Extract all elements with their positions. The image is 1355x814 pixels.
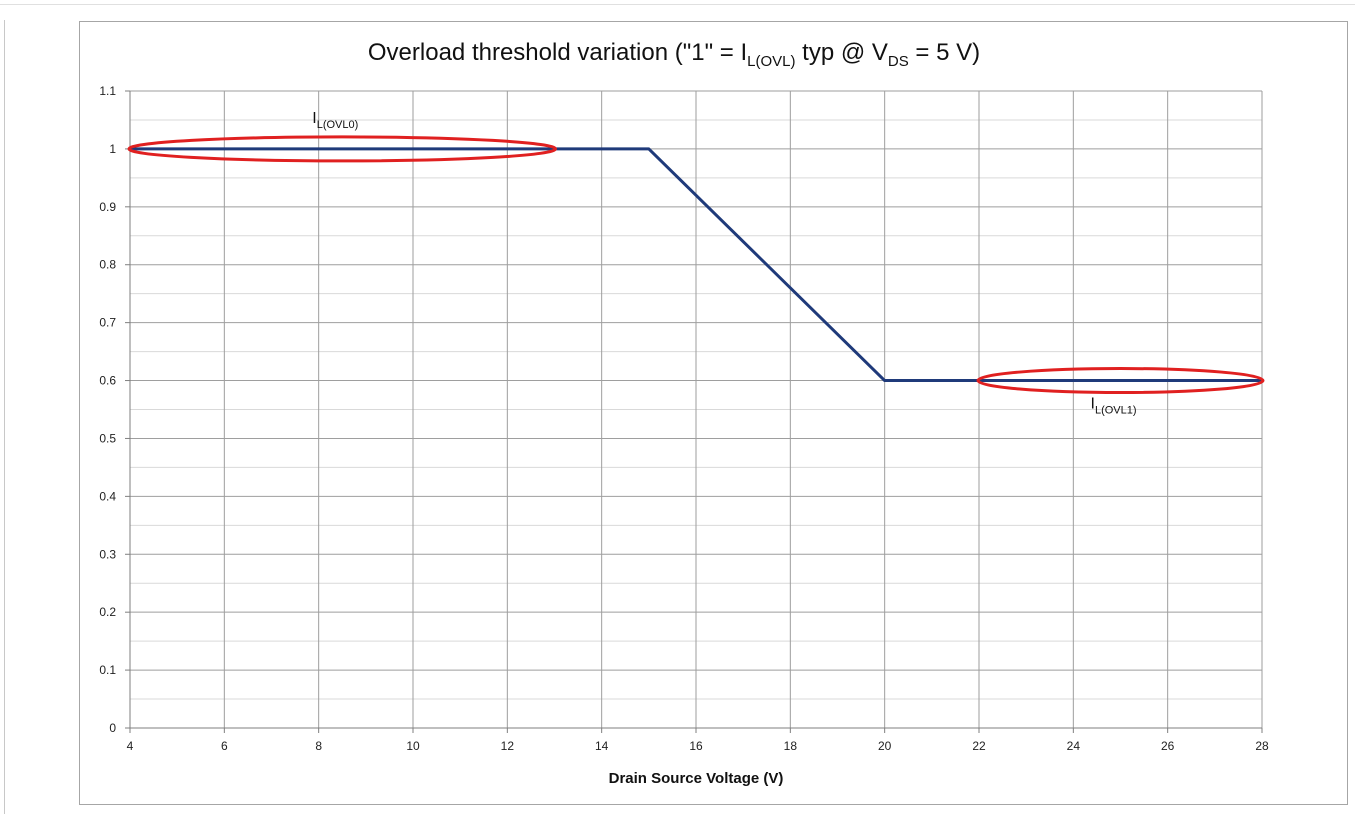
x-tick-label: 22 (972, 739, 986, 753)
y-tick-label: 0 (109, 721, 116, 735)
x-tick-label: 18 (784, 739, 798, 753)
annotation-label: IL(OVL0) (312, 110, 358, 131)
series-layer (130, 147, 1262, 383)
annotation-label-main: I (1091, 396, 1095, 413)
chart-title-subscript-1: L(OVL) (747, 53, 795, 70)
label-layer: 0 0.1 0.2 0.3 0.4 0.5 0.6 0.7 0.8 0.9 1 1.1 4 6 8 10 12 1… (99, 84, 1269, 753)
chart-title: Overload threshold variation ("1" = IL(O… (368, 39, 980, 70)
x-tick-label: 8 (315, 739, 322, 753)
x-tick-label: 20 (878, 739, 892, 753)
y-tick-label: 0.2 (99, 605, 116, 619)
y-tick-label: 0.1 (99, 663, 116, 677)
series-line (130, 147, 1262, 383)
annotation-label: IL(OVL1) (1091, 396, 1137, 417)
x-tick-label: 16 (689, 739, 703, 753)
x-tick-label: 12 (501, 739, 515, 753)
x-tick-label: 26 (1161, 739, 1175, 753)
page-left-rule (4, 20, 5, 814)
y-tick-label: 0.9 (99, 200, 116, 214)
y-tick-label: 0.8 (99, 258, 116, 272)
x-axis-title: Drain Source Voltage (V) (609, 770, 784, 787)
y-tick-label: 1.1 (99, 84, 116, 98)
x-tick-label: 4 (127, 739, 134, 753)
page-top-rule (0, 4, 1355, 5)
chart-title-suffix: = 5 V) (909, 39, 980, 66)
annotation-ellipse (127, 135, 557, 163)
x-tick-label: 24 (1067, 739, 1081, 753)
x-tick-label: 10 (406, 739, 420, 753)
annotation-label-subscript: L(OVL0) (317, 119, 359, 131)
annotation-label-main: I (312, 110, 316, 127)
chart-title-subscript-2: DS (888, 53, 909, 70)
chart-svg: IL(OVL0)IL(OVL1) 00.10.20.30.40.50.60.70… (99, 39, 1269, 787)
y-tick-label: 0.6 (99, 374, 116, 388)
annotation-label-subscript: L(OVL1) (1095, 405, 1137, 417)
y-tick-label: 0.4 (99, 489, 116, 503)
annotation-ellipse (976, 367, 1265, 395)
chart-title-middle: typ @ V (795, 39, 887, 66)
x-tick-label: 6 (221, 739, 228, 753)
chart-title-prefix: Overload threshold variation ("1" = I (368, 39, 747, 66)
axis-layer (125, 90, 1263, 733)
y-tick-label: 0.3 (99, 547, 116, 561)
x-tick-label: 28 (1255, 739, 1269, 753)
x-tick-label: 14 (595, 739, 609, 753)
y-tick-label: 1 (109, 142, 116, 156)
annotation-layer: IL(OVL0)IL(OVL1) (127, 110, 1265, 417)
y-tick-label: 0.5 (99, 431, 116, 445)
chart-frame: IL(OVL0) IL(OVL1) 0 0.1 0.2 0.3 0.4 0.5 0.6 0.7 0… (79, 21, 1348, 805)
y-tick-label: 0.7 (99, 316, 116, 330)
